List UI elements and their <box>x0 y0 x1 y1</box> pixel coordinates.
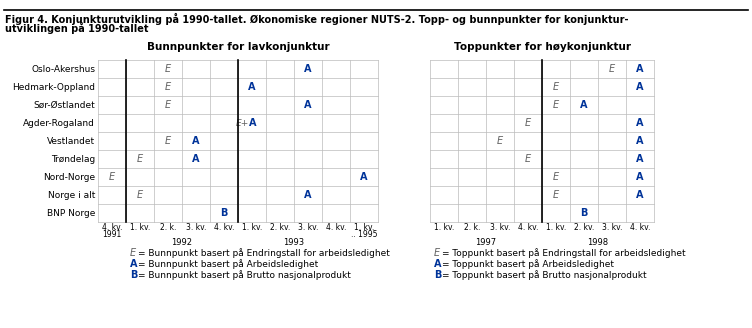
Text: E: E <box>137 190 143 200</box>
Text: 2. k.: 2. k. <box>160 223 176 232</box>
Text: A: A <box>636 136 644 146</box>
Text: B: B <box>581 208 587 218</box>
Text: = Bunnpunkt basert på Brutto nasjonalprodukt: = Bunnpunkt basert på Brutto nasjonalpro… <box>138 270 351 280</box>
Text: A: A <box>305 190 312 200</box>
Text: B: B <box>434 270 441 280</box>
Text: Norge i alt: Norge i alt <box>47 191 95 199</box>
Text: = Bunnpunkt basert på Endringstall for arbeidsledighet: = Bunnpunkt basert på Endringstall for a… <box>138 248 390 258</box>
Text: 4. kv.: 4. kv. <box>102 223 122 232</box>
Text: A: A <box>360 172 368 182</box>
Text: B: B <box>220 208 228 218</box>
Text: A: A <box>248 82 256 92</box>
Text: A: A <box>193 154 200 164</box>
Text: 4. kv.: 4. kv. <box>326 223 346 232</box>
Text: = Toppunkt basert på Arbeidsledighet: = Toppunkt basert på Arbeidsledighet <box>442 259 614 269</box>
Text: 1998: 1998 <box>587 238 608 247</box>
Text: A: A <box>193 136 200 146</box>
Text: E: E <box>609 64 615 74</box>
Text: Toppunkter for høykonjunktur: Toppunkter for høykonjunktur <box>453 42 630 52</box>
Text: B: B <box>130 270 138 280</box>
Text: Nord-Norge: Nord-Norge <box>43 173 95 181</box>
Text: BNP Norge: BNP Norge <box>47 209 95 217</box>
Text: Vestlandet: Vestlandet <box>47 136 95 146</box>
Text: utviklingen på 1990-tallet: utviklingen på 1990-tallet <box>5 22 148 34</box>
Text: .. 1995: .. 1995 <box>350 230 378 239</box>
Text: E: E <box>130 248 136 258</box>
Text: E: E <box>525 154 531 164</box>
Text: A: A <box>130 259 138 269</box>
Text: E: E <box>525 118 531 128</box>
Text: E: E <box>434 248 440 258</box>
Text: Agder-Rogaland: Agder-Rogaland <box>23 118 95 128</box>
Text: A: A <box>636 82 644 92</box>
Text: 1. kv.: 1. kv. <box>354 223 374 232</box>
Text: A: A <box>636 118 644 128</box>
Text: 1993: 1993 <box>284 238 305 247</box>
Text: 2. kv.: 2. kv. <box>574 223 594 232</box>
Text: E: E <box>165 100 171 110</box>
Text: 1. kv.: 1. kv. <box>130 223 150 232</box>
Text: A: A <box>636 154 644 164</box>
Text: E: E <box>553 82 559 92</box>
Text: Oslo-Akershus: Oslo-Akershus <box>31 65 95 73</box>
Text: 1. kv.: 1. kv. <box>434 223 454 232</box>
Text: Figur 4. Konjunkturutvikling på 1990-tallet. Økonomiske regioner NUTS-2. Topp- o: Figur 4. Konjunkturutvikling på 1990-tal… <box>5 13 629 25</box>
Text: A: A <box>305 100 312 110</box>
Text: E: E <box>553 100 559 110</box>
Text: A: A <box>636 172 644 182</box>
Text: 1992: 1992 <box>171 238 193 247</box>
Text: 1. kv.: 1. kv. <box>546 223 566 232</box>
Text: 3. kv.: 3. kv. <box>602 223 622 232</box>
Text: Trøndelag: Trøndelag <box>50 154 95 163</box>
Text: Bunnpunkter for lavkonjunktur: Bunnpunkter for lavkonjunktur <box>147 42 329 52</box>
Text: E: E <box>553 190 559 200</box>
Text: 4. kv.: 4. kv. <box>214 223 234 232</box>
Text: 2. k.: 2. k. <box>464 223 481 232</box>
Text: = Toppunkt basert på Endringstall for arbeidsledighet: = Toppunkt basert på Endringstall for ar… <box>442 248 686 258</box>
Text: E+: E+ <box>235 118 249 128</box>
Text: 1991: 1991 <box>102 230 122 239</box>
Text: Sør-Østlandet: Sør-Østlandet <box>33 100 95 110</box>
Text: A: A <box>636 64 644 74</box>
Text: 1997: 1997 <box>475 238 496 247</box>
Text: 4. kv.: 4. kv. <box>518 223 538 232</box>
Text: E: E <box>137 154 143 164</box>
Text: E: E <box>165 82 171 92</box>
Text: 3. kv.: 3. kv. <box>186 223 206 232</box>
Text: E: E <box>165 136 171 146</box>
Text: = Bunnpunkt basert på Arbeidsledighet: = Bunnpunkt basert på Arbeidsledighet <box>138 259 318 269</box>
Text: 2. kv.: 2. kv. <box>270 223 290 232</box>
Text: = Toppunkt basert på Brutto nasjonalprodukt: = Toppunkt basert på Brutto nasjonalprod… <box>442 270 647 280</box>
Text: E: E <box>497 136 503 146</box>
Text: Hedmark-Oppland: Hedmark-Oppland <box>12 83 95 92</box>
Text: 1. kv.: 1. kv. <box>242 223 262 232</box>
Text: A: A <box>434 259 441 269</box>
Text: 4. kv.: 4. kv. <box>630 223 650 232</box>
Text: E: E <box>109 172 115 182</box>
Text: 3. kv.: 3. kv. <box>490 223 510 232</box>
Text: A: A <box>249 118 256 128</box>
Text: E: E <box>553 172 559 182</box>
Text: A: A <box>581 100 588 110</box>
Text: 3. kv.: 3. kv. <box>298 223 318 232</box>
Text: E: E <box>165 64 171 74</box>
Text: A: A <box>636 190 644 200</box>
Text: A: A <box>305 64 312 74</box>
